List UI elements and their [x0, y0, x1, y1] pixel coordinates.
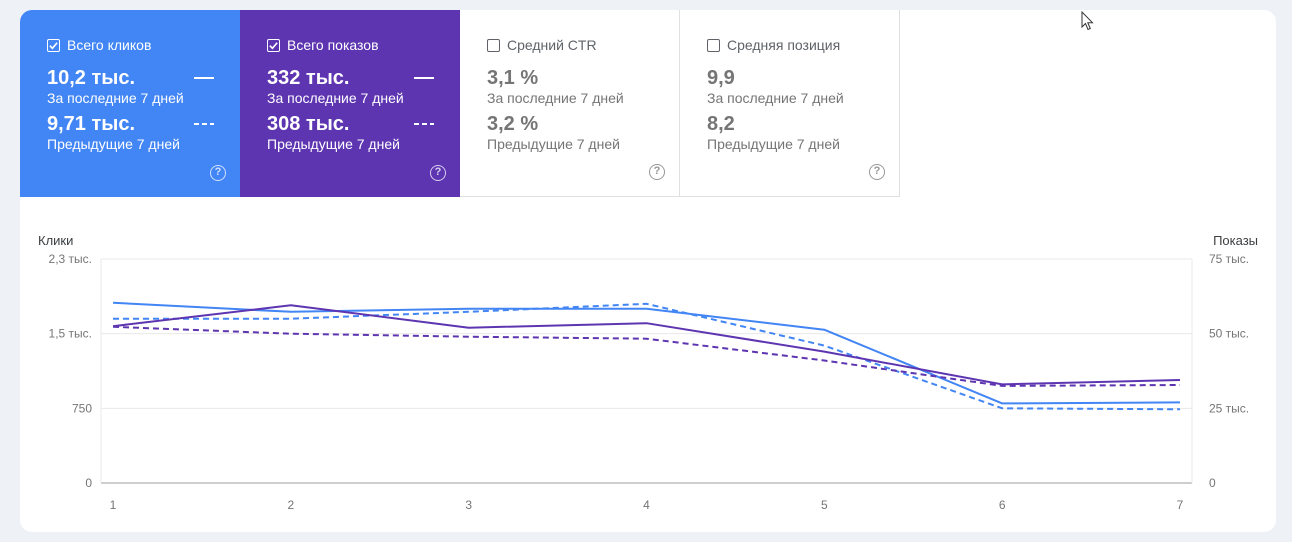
metric-value-current: 332 тыс. — [267, 66, 460, 90]
y-tick-left: 750 — [72, 401, 92, 415]
series-line-impressions-dashed — [112, 325, 1181, 387]
series-line-clicks-solid — [112, 301, 1181, 405]
metric-card-header: Средняя позиция — [707, 37, 899, 53]
x-tick-label: 6 — [999, 498, 1006, 512]
metric-label: Средняя позиция — [727, 37, 841, 53]
help-icon[interactable]: ? — [649, 164, 665, 180]
checkbox-checked-icon[interactable] — [267, 38, 280, 52]
series-line-clicks-dashed — [113, 302, 1181, 411]
checkbox-checked-icon[interactable] — [47, 38, 60, 52]
metric-label: Всего кликов — [67, 37, 152, 53]
performance-panel: Всего кликов 10,2 тыс. За последние 7 дн… — [20, 10, 1276, 532]
x-tick-label: 4 — [643, 498, 650, 512]
metric-card-ctr[interactable]: Средний CTR 3,1 % За последние 7 дней 3,… — [460, 10, 680, 197]
metric-period-current: За последние 7 дней — [47, 90, 184, 106]
metric-period-previous: Предыдущие 7 дней — [487, 136, 620, 152]
metric-card-impressions[interactable]: Всего показов 332 тыс. За последние 7 дн… — [240, 10, 460, 197]
metric-card-header: Средний CTR — [487, 37, 679, 53]
metric-value-current: 9,9 — [707, 67, 735, 89]
x-tick-label: 5 — [821, 498, 828, 512]
x-tick-label: 2 — [287, 498, 294, 512]
metric-period-current: За последние 7 дней — [487, 90, 624, 106]
dashed-line-legend-icon — [194, 123, 214, 125]
metric-period-current: За последние 7 дней — [707, 90, 844, 106]
metric-period-current: За последние 7 дней — [267, 90, 404, 106]
metric-value-previous: 8,2 — [707, 113, 735, 135]
metric-value-previous: 308 тыс. — [267, 112, 460, 136]
mouse-cursor-icon — [1081, 11, 1094, 31]
y-tick-right: 75 тыс. — [1209, 252, 1249, 266]
series-line-impressions-solid — [112, 304, 1181, 386]
help-icon[interactable]: ? — [210, 165, 226, 181]
metric-card-header: Всего кликов — [47, 37, 240, 53]
solid-line-legend-icon — [414, 77, 434, 79]
metric-value-current: 3,1 % — [487, 67, 539, 89]
y-tick-right: 50 тыс. — [1209, 327, 1249, 341]
metric-card-position[interactable]: Средняя позиция 9,9 За последние 7 дней … — [680, 10, 900, 197]
help-icon[interactable]: ? — [869, 164, 885, 180]
metric-period-previous: Предыдущие 7 дней — [47, 136, 180, 152]
y-axis-left-title: Клики — [38, 233, 73, 248]
checkbox-unchecked-icon[interactable] — [707, 38, 720, 52]
y-tick-right: 25 тыс. — [1209, 401, 1249, 415]
x-tick-label: 3 — [465, 498, 472, 512]
performance-line-chart[interactable]: Клики Показы 0 0 750 25 тыс. 1,5 тыс. 50 тыс.… — [20, 220, 1276, 520]
y-tick-right: 0 — [1209, 476, 1216, 490]
help-icon[interactable]: ? — [430, 165, 446, 181]
metric-period-previous: Предыдущие 7 дней — [267, 136, 400, 152]
checkbox-unchecked-icon[interactable] — [487, 38, 500, 52]
x-tick-label: 7 — [1177, 498, 1184, 512]
metric-period-previous: Предыдущие 7 дней — [707, 136, 840, 152]
y-tick-left: 2,3 тыс. — [49, 252, 92, 266]
y-axis-right-title: Показы — [1213, 233, 1258, 248]
y-tick-left: 1,5 тыс. — [49, 327, 92, 341]
dashed-line-legend-icon — [414, 123, 434, 125]
x-tick-label: 1 — [110, 498, 117, 512]
metric-label: Средний CTR — [507, 37, 597, 53]
y-tick-left: 0 — [85, 476, 92, 490]
metric-value-previous: 3,2 % — [487, 113, 539, 135]
solid-line-legend-icon — [194, 77, 214, 79]
metric-value-current: 10,2 тыс. — [47, 66, 240, 90]
metric-card-clicks[interactable]: Всего кликов 10,2 тыс. За последние 7 дн… — [20, 10, 240, 197]
metric-card-header: Всего показов — [267, 37, 460, 53]
metric-label: Всего показов — [287, 37, 379, 53]
metric-value-previous: 9,71 тыс. — [47, 112, 240, 136]
